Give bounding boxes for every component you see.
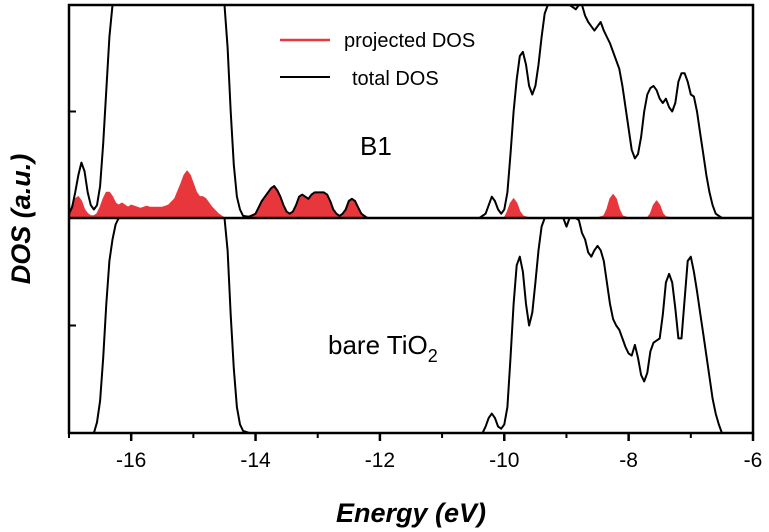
panel-label-subscript: 2 xyxy=(428,346,438,366)
series-total-dos-line-top xyxy=(69,5,753,218)
panel-top-plot xyxy=(69,5,753,218)
x-tick-label: -10 xyxy=(489,449,519,472)
panel-bottom-plot xyxy=(69,218,753,433)
x-tick-label: -8 xyxy=(619,449,638,472)
legend-label-projected-dos: projected DOS xyxy=(344,30,475,52)
series-projected-dos-area-top xyxy=(69,170,753,218)
panel-label-bare-tio2: bare TiO2 xyxy=(328,330,438,366)
x-tick-label: -12 xyxy=(365,449,395,472)
y-axis-title: DOS (a.u.) xyxy=(6,154,36,285)
x-tick-label: -6 xyxy=(744,449,763,472)
x-tick-label: -14 xyxy=(240,449,271,472)
legend-label-total-dos: total DOS xyxy=(352,68,439,90)
x-tick-label: -16 xyxy=(116,449,146,472)
legend: projected DOS total DOS xyxy=(280,30,475,90)
panel-label-bare-tio2-text: bare TiO xyxy=(328,330,428,360)
panel-label-b1: B1 xyxy=(360,131,392,161)
series-total-dos-line-bottom xyxy=(69,218,753,433)
x-axis-title: Energy (eV) xyxy=(336,498,486,528)
